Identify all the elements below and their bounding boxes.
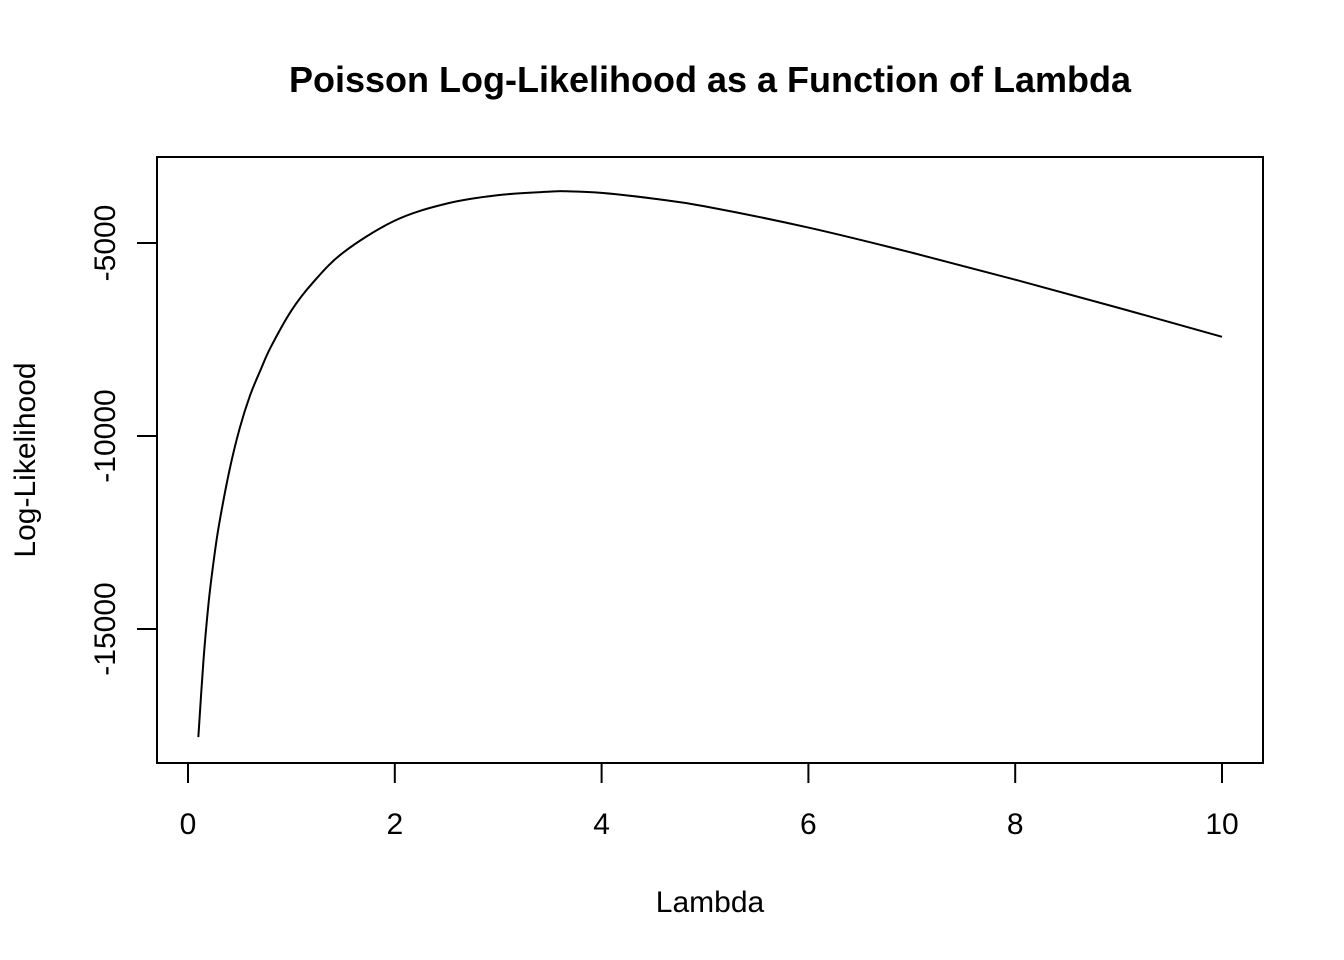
x-axis: 0 2 4 6 8 10: [180, 762, 1239, 841]
y-axis: -15000 -10000 -5000: [89, 205, 158, 676]
y-axis-label: Log-Likelihood: [9, 362, 42, 557]
x-tick-label: 2: [386, 808, 403, 841]
y-tick-label: -10000: [89, 389, 122, 482]
x-tick-label: 8: [1007, 808, 1024, 841]
x-tick-label: 4: [593, 808, 610, 841]
x-tick-label: 10: [1205, 808, 1238, 841]
x-tick-label: 0: [180, 808, 197, 841]
log-likelihood-line: [197, 190, 1223, 738]
y-tick-label: -5000: [89, 205, 122, 282]
x-axis-label: Lambda: [656, 886, 765, 919]
x-tick-label: 6: [800, 808, 817, 841]
plot-frame: [156, 156, 1264, 764]
chart-title: Poisson Log-Likelihood as a Function of …: [289, 59, 1132, 100]
y-tick-label: -15000: [89, 582, 122, 675]
